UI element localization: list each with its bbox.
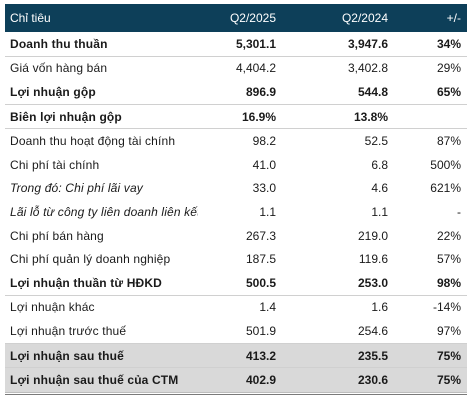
row-value-change: 29% — [436, 61, 461, 76]
table-row: Lợi nhuận khác 1.4 1.6 -14% — [5, 295, 467, 319]
header-row: Chỉ tiêu Q2/2025 Q2/2024 +/- — [5, 4, 467, 32]
row-value-q2-2025: 41.0 — [252, 157, 276, 172]
row-value-q2-2025: 500.5 — [198, 270, 282, 296]
row-value-change: 500% — [430, 157, 461, 172]
row-value-q2-2024: 52.5 — [364, 134, 388, 149]
table-row: Doanh thu hoạt động tài chính 98.2 52.5 87% — [5, 129, 467, 153]
row-value-q2-2024: 13.8% — [282, 104, 394, 130]
row-value-change: 22% — [436, 228, 461, 243]
row-label: Giá vốn hàng bán — [10, 61, 108, 76]
row-label: Lợi nhuận thuần từ HĐKD — [5, 270, 198, 296]
row-value-q2-2025: 896.9 — [198, 80, 282, 105]
row-value-q2-2024: 1.6 — [371, 300, 388, 315]
table-row: Lợi nhuận gộp 896.9 544.8 65% — [5, 80, 467, 105]
row-value-q2-2025: 1.4 — [259, 300, 276, 315]
row-value-q2-2024: 4.6 — [371, 181, 388, 196]
table-row: Trong đó: Chi phí lãi vay 33.0 4.6 621% — [5, 177, 467, 201]
table-body: Doanh thu thuần 5,301.1 3,947.6 34% Giá vốn … — [5, 32, 467, 393]
income-statement-table: Chỉ tiêu Q2/2025 Q2/2024 +/- Doanh thu t… — [5, 4, 467, 393]
row-label: Lợi nhuận gộp — [5, 80, 198, 105]
row-value-change: 75% — [394, 343, 467, 369]
table-bottom-rule — [5, 394, 467, 395]
row-value-change: 621% — [430, 181, 461, 196]
table-row: Lợi nhuận trước thuế 501.9 254.6 97% — [5, 319, 467, 344]
row-value-change — [394, 104, 467, 130]
row-value-q2-2024: 254.6 — [282, 319, 394, 344]
row-label: Doanh thu thuần — [5, 32, 198, 57]
table-row: Lãi lỗ từ công ty liên doanh liên kết 1.1… — [5, 200, 467, 224]
row-value-q2-2024: 230.6 — [282, 367, 394, 393]
table-row: Chi phí tài chính 41.0 6.8 500% — [5, 153, 467, 177]
row-value-q2-2025: 4,404.2 — [235, 61, 276, 76]
row-value-change: 75% — [394, 367, 467, 393]
row-value-change: 97% — [394, 319, 467, 344]
row-label: Lợi nhuận trước thuế — [5, 319, 198, 344]
header-q2-2024: Q2/2024 — [282, 4, 394, 32]
table-row: Chi phí quản lý doanh nghiệp 187.5 119.6 57… — [5, 247, 467, 271]
header-change: +/- — [394, 4, 467, 32]
row-value-q2-2024: 219.0 — [357, 228, 388, 243]
row-value-q2-2024: 1.1 — [371, 204, 388, 219]
row-value-q2-2024: 3,947.6 — [282, 32, 394, 57]
row-value-q2-2025: 501.9 — [198, 319, 282, 344]
row-value-change: 98% — [394, 270, 467, 296]
row-label: Chi phí tài chính — [10, 157, 100, 172]
row-value-change: 34% — [394, 32, 467, 57]
row-label: Biên lợi nhuận gộp — [5, 104, 198, 130]
header-indicator: Chỉ tiêu — [5, 4, 198, 32]
table-row: Biên lợi nhuận gộp 16.9% 13.8% — [5, 104, 467, 130]
row-value-change: - — [457, 204, 461, 219]
row-value-change: 57% — [436, 252, 461, 267]
row-value-q2-2025: 402.9 — [198, 367, 282, 393]
table-row: Chi phí bán hàng 267.3 219.0 22% — [5, 224, 467, 248]
row-label: Chi phí bán hàng — [10, 228, 104, 243]
row-value-q2-2025: 5,301.1 — [198, 32, 282, 57]
table-row: Lợi nhuận thuần từ HĐKD 500.5 253.0 98% — [5, 270, 467, 296]
row-value-q2-2025: 267.3 — [245, 228, 276, 243]
row-label: Lợi nhuận sau thuế của CTM — [5, 367, 198, 393]
row-value-q2-2024: 253.0 — [282, 270, 394, 296]
row-label: Doanh thu hoạt động tài chính — [10, 134, 176, 149]
row-value-change: -14% — [432, 300, 461, 315]
row-label: Chi phí quản lý doanh nghiệp — [10, 252, 171, 267]
table-row: Lợi nhuận sau thuế 413.2 235.5 75% — [5, 343, 467, 369]
table-row: Doanh thu thuần 5,301.1 3,947.6 34% — [5, 32, 467, 57]
row-label: Lợi nhuận sau thuế — [5, 343, 198, 369]
table-row: Lợi nhuận sau thuế của CTM 402.9 230.6 75% — [5, 367, 467, 393]
table-header: Chỉ tiêu Q2/2025 Q2/2024 +/- — [5, 4, 467, 32]
header-q2-2025: Q2/2025 — [198, 4, 282, 32]
row-value-q2-2025: 33.0 — [252, 181, 276, 196]
row-value-q2-2024: 544.8 — [282, 80, 394, 105]
row-value-q2-2025: 187.5 — [245, 252, 276, 267]
row-value-q2-2025: 98.2 — [252, 134, 276, 149]
table-row: Giá vốn hàng bán 4,404.2 3,402.8 29% — [5, 56, 467, 80]
row-value-q2-2025: 16.9% — [198, 104, 282, 130]
row-value-q2-2025: 1.1 — [259, 204, 276, 219]
row-label: Lợi nhuận khác — [10, 300, 95, 315]
row-value-q2-2024: 119.6 — [358, 252, 388, 267]
row-value-change: 87% — [436, 134, 461, 149]
row-value-q2-2025: 413.2 — [198, 343, 282, 369]
row-value-q2-2024: 235.5 — [282, 343, 394, 369]
row-value-q2-2024: 3,402.8 — [347, 61, 388, 76]
row-value-q2-2024: 6.8 — [371, 157, 388, 172]
row-value-change: 65% — [394, 80, 467, 105]
row-label: Trong đó: Chi phí lãi vay — [10, 181, 143, 196]
row-label: Lãi lỗ từ công ty liên doanh liên kết — [10, 204, 198, 219]
